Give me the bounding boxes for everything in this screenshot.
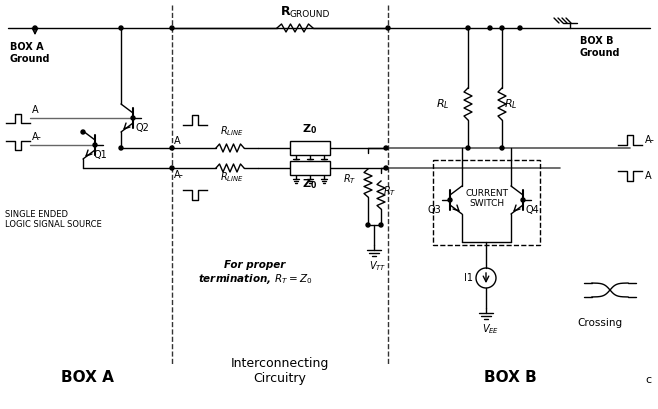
Text: $R_{LINE}$: $R_{LINE}$ xyxy=(220,170,244,184)
Text: BOX A
Ground: BOX A Ground xyxy=(10,42,51,64)
Text: SINGLE ENDED
LOGIC SIGNAL SOURCE: SINGLE ENDED LOGIC SIGNAL SOURCE xyxy=(5,210,102,229)
Text: CURRENT
SWITCH: CURRENT SWITCH xyxy=(465,189,508,208)
Text: Q2: Q2 xyxy=(135,123,149,133)
Circle shape xyxy=(170,146,174,150)
Circle shape xyxy=(500,26,504,30)
Text: A-: A- xyxy=(32,132,42,142)
Circle shape xyxy=(386,26,390,30)
Text: $R_T$: $R_T$ xyxy=(343,172,356,186)
Text: $R_L$: $R_L$ xyxy=(504,97,518,111)
Text: GROUND: GROUND xyxy=(290,10,330,19)
Circle shape xyxy=(93,143,97,147)
Text: Q1: Q1 xyxy=(93,150,107,160)
Text: $V_{EE}$: $V_{EE}$ xyxy=(482,322,499,336)
Text: A: A xyxy=(645,171,651,181)
Circle shape xyxy=(466,26,470,30)
Text: A: A xyxy=(32,105,39,115)
Text: Q4: Q4 xyxy=(525,205,539,215)
Circle shape xyxy=(81,130,85,134)
Circle shape xyxy=(518,26,522,30)
Circle shape xyxy=(119,26,123,30)
Text: A-: A- xyxy=(645,135,655,145)
Text: Q3: Q3 xyxy=(428,205,442,215)
Text: I1: I1 xyxy=(464,273,473,283)
Text: A-: A- xyxy=(174,170,184,180)
Bar xyxy=(290,141,330,155)
Text: For proper
termination, $R_T = Z_0$: For proper termination, $R_T = Z_0$ xyxy=(198,260,312,286)
Text: $R_{LINE}$: $R_{LINE}$ xyxy=(220,124,244,138)
Circle shape xyxy=(379,223,383,227)
Text: $\mathbf{Z_0}$: $\mathbf{Z_0}$ xyxy=(302,122,317,136)
Circle shape xyxy=(366,223,370,227)
Circle shape xyxy=(384,146,388,150)
Circle shape xyxy=(170,166,174,170)
Text: $V_{TT}$: $V_{TT}$ xyxy=(369,259,386,273)
Bar xyxy=(290,161,330,175)
Bar xyxy=(433,160,540,245)
Text: $\mathbf{R}$: $\mathbf{R}$ xyxy=(280,5,291,18)
Circle shape xyxy=(33,26,37,30)
Text: $\mathbf{Z_0}$: $\mathbf{Z_0}$ xyxy=(302,177,317,191)
Circle shape xyxy=(521,198,525,202)
Text: BOX B
Ground: BOX B Ground xyxy=(580,36,620,58)
Circle shape xyxy=(119,146,123,150)
Circle shape xyxy=(488,26,492,30)
Circle shape xyxy=(131,116,135,120)
Circle shape xyxy=(500,146,504,150)
Circle shape xyxy=(384,166,388,170)
Circle shape xyxy=(466,146,470,150)
Circle shape xyxy=(170,26,174,30)
Text: c: c xyxy=(646,375,652,385)
Text: A: A xyxy=(174,136,181,146)
Text: Interconnecting
Circuitry: Interconnecting Circuitry xyxy=(231,357,329,385)
Circle shape xyxy=(448,198,452,202)
Text: $R_L$: $R_L$ xyxy=(436,97,450,111)
Text: $R_T$: $R_T$ xyxy=(383,184,396,198)
Text: Crossing: Crossing xyxy=(578,318,622,328)
Text: BOX B: BOX B xyxy=(484,370,536,385)
Text: BOX A: BOX A xyxy=(61,370,113,385)
